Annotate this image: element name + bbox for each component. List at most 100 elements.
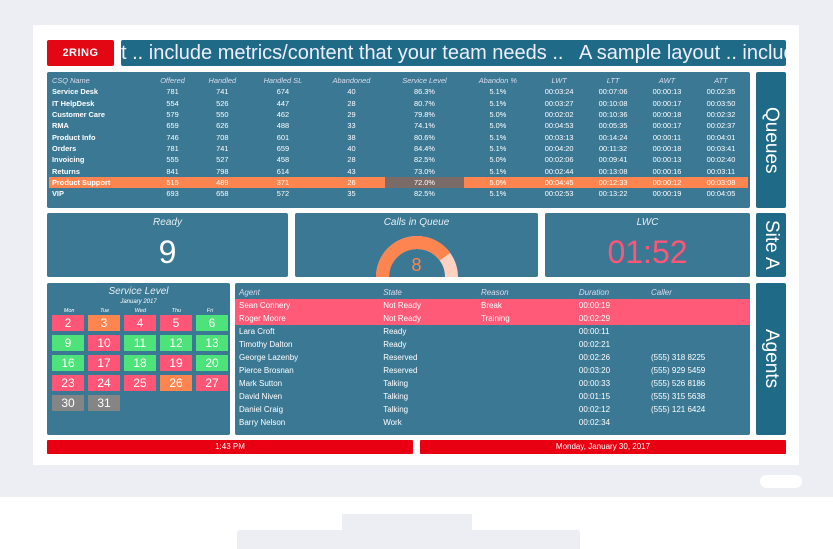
agent-cell: Training	[477, 312, 575, 325]
column-header: Service Level	[402, 76, 447, 86]
queue-cell: 72.0%	[385, 176, 464, 188]
queue-cell: Orders	[52, 143, 77, 153]
queue-cell: 82.5%	[414, 155, 435, 165]
queue-cell: 458	[276, 155, 290, 165]
queue-row: IT HelpDesk 554 526 447 28 80.7% 5.1% 00:03:27 0…	[49, 98, 748, 109]
calendar-day: 5	[160, 315, 192, 331]
queue-cell: 5.1%	[489, 87, 507, 97]
queue-cell: 00:02:53	[544, 189, 574, 199]
calendar-month: January 2017	[120, 299, 157, 305]
queue-row: Product Info 746 708 601 38 80.6% 5.1% 00:03:13…	[49, 131, 748, 142]
queue-cell: Service Desk	[52, 87, 99, 97]
agent-cell: David Niven	[239, 392, 283, 401]
calls-gauge	[376, 236, 458, 277]
agent-cell	[477, 364, 575, 377]
agent-cell	[477, 390, 575, 403]
queue-cell: 00:02:37	[706, 121, 736, 131]
queue-cell: 371	[248, 176, 318, 188]
calendar-day: 26	[160, 375, 192, 391]
queue-cell: 447	[276, 98, 290, 108]
weekday-label: Wed	[134, 308, 147, 314]
queue-cell: 00:00:18	[652, 143, 682, 153]
agents-panel: Agent State Reason Duration Caller Sean Conne…	[235, 283, 750, 435]
queue-cell: 00:00:13	[652, 155, 682, 165]
queue-cell: 00:02:44	[544, 166, 574, 176]
column-header: CSQ Name	[52, 76, 90, 86]
column-header: ATT	[714, 76, 728, 86]
queue-cell: 00:14:24	[598, 132, 628, 142]
queue-cell: 38	[347, 132, 356, 142]
agent-cell: Timothy Dalton	[239, 340, 293, 349]
calendar-day: 10	[88, 335, 120, 351]
calendar-day: 30	[52, 395, 84, 411]
agent-cell: 00:00:33	[578, 379, 611, 388]
queue-cell: 80.6%	[414, 132, 435, 142]
queue-cell: 00:13:08	[598, 166, 628, 176]
queue-cell: 29	[347, 110, 356, 120]
queue-cell: 00:00:19	[652, 189, 682, 199]
agent-row: Barry Nelson Work 00:02:34	[235, 416, 750, 429]
agent-cell: Talking	[383, 379, 409, 388]
agent-cell: 00:02:26	[578, 353, 611, 362]
news-ticker: t .. include metrics/content that your t…	[121, 40, 786, 66]
calendar-day: 11	[124, 335, 156, 351]
agent-cell: Daniel Craig	[239, 405, 284, 414]
queue-cell: 00:04:53	[544, 121, 574, 131]
queue-cell: 00:04:45	[532, 176, 587, 188]
agent-row: Sean Connery Not Ready Break 00:00:19	[235, 299, 750, 312]
queue-cell: 79.8%	[414, 110, 435, 120]
weekday-label: Tue	[100, 308, 110, 314]
calendar-day: 12	[160, 335, 192, 351]
queue-cell: Customer Care	[52, 110, 105, 120]
queue-cell: 00:03:13	[544, 132, 574, 142]
queue-cell: 693	[166, 189, 179, 199]
ready-tile: Ready 9	[47, 213, 288, 277]
footer-time: 1:43 PM	[47, 440, 413, 454]
agent-cell: 00:02:34	[578, 418, 611, 427]
column-header: Duration	[578, 288, 610, 297]
queue-cell: 33	[347, 121, 356, 131]
column-header: Agent	[239, 288, 260, 297]
queue-row: Customer Care 579 550 462 29 79.8% 5.0% 00:02:0…	[49, 109, 748, 120]
queue-cell: 00:00:11	[652, 132, 682, 142]
queue-cell: 550	[216, 110, 229, 120]
calendar-day: 16	[52, 355, 84, 371]
lwc-tile: LWC 01:52	[545, 213, 750, 277]
agent-cell: 00:02:12	[578, 405, 611, 414]
column-header: LTT	[606, 76, 620, 86]
queue-cell: 73.0%	[414, 166, 435, 176]
queue-cell: 74.1%	[414, 121, 435, 131]
agent-cell: (555) 315 5638	[650, 392, 706, 401]
queue-row: Service Desk 781 741 674 40 86.3% 5.1% 00:03:24…	[49, 86, 748, 97]
queue-row: Returns 841 798 614 43 73.0% 5.1% 00:02:44 00:13…	[49, 165, 748, 176]
agent-cell: 00:00:11	[578, 327, 610, 336]
column-header: Caller	[650, 288, 672, 297]
queue-cell: 659	[166, 121, 179, 131]
calendar-day: 18	[124, 355, 156, 371]
queue-cell: 00:03:27	[544, 98, 574, 108]
queue-cell: 35	[347, 189, 356, 199]
lwc-title: LWC	[636, 217, 659, 228]
queue-row: Orders 781 741 659 40 84.4% 5.1% 00:04:20 00:11:…	[49, 143, 748, 154]
agent-cell: (555) 121 6424	[650, 405, 706, 414]
agent-cell	[646, 312, 750, 325]
calendar-day: 17	[88, 355, 120, 371]
queue-cell: 579	[166, 110, 179, 120]
agent-cell: Talking	[383, 405, 409, 414]
agent-cell: Work	[383, 418, 402, 427]
queue-cell: 00:00:18	[652, 110, 682, 120]
queue-cell: 00:07:06	[598, 87, 628, 97]
brand-logo: 2RING	[47, 40, 114, 66]
calendar-day: 27	[196, 375, 228, 391]
queue-cell: 00:03:50	[706, 98, 736, 108]
agent-cell: Roger Moore	[235, 312, 380, 325]
queue-cell: 00:13:22	[598, 189, 628, 199]
queue-cell: 00:12:33	[586, 176, 641, 188]
calendar-day: 31	[88, 395, 120, 411]
agent-cell: George Lazenby	[239, 353, 299, 362]
agent-cell: Mark Sutton	[239, 379, 283, 388]
calendar-day: 2	[52, 315, 84, 331]
column-header: Handled SL	[263, 76, 303, 86]
queue-cell: 00:03:24	[544, 87, 574, 97]
queue-cell: 80.7%	[414, 98, 435, 108]
